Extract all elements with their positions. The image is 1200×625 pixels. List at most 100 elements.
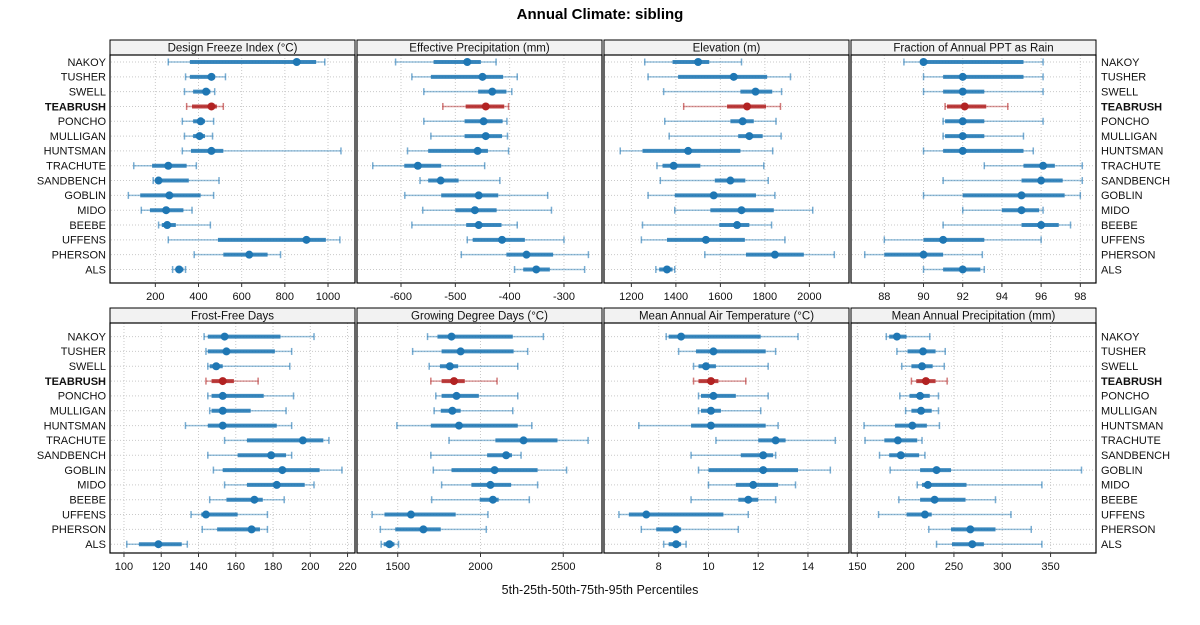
site-label-left: HUNTSMAN <box>44 420 106 432</box>
median-dot <box>751 87 760 96</box>
median-dot <box>419 525 428 534</box>
x-tick-label: 1400 <box>664 291 688 303</box>
site-label-left: MULLIGAN <box>50 406 106 418</box>
median-dot <box>701 362 710 371</box>
x-tick-label: 1000 <box>316 291 340 303</box>
median-dot <box>771 436 780 445</box>
median-dot <box>502 451 511 460</box>
x-tick-label: 2000 <box>797 291 821 303</box>
panel-title: Effective Precipitation (mm) <box>409 43 550 55</box>
site-label-right: SANDBENCH <box>1101 175 1170 187</box>
site-label-right: HUNTSMAN <box>1101 146 1163 158</box>
x-tick-label: 300 <box>993 561 1011 573</box>
panel-border <box>356 54 603 284</box>
median-dot <box>302 235 311 244</box>
median-dot <box>1037 221 1046 230</box>
site-label-left: NAKOY <box>67 331 106 343</box>
site-label-left: UFFENS <box>62 235 106 247</box>
site-label-right: HUNTSMAN <box>1101 420 1163 432</box>
median-dot <box>919 250 928 259</box>
median-dot <box>212 362 221 371</box>
median-dot <box>220 332 229 341</box>
median-dot <box>960 102 969 111</box>
site-label-right: PONCHO <box>1101 116 1150 128</box>
x-tick-label: 600 <box>232 291 250 303</box>
median-dot <box>642 510 651 519</box>
site-label-left: ALS <box>85 264 106 276</box>
median-dot <box>532 265 541 274</box>
median-dot <box>958 132 967 141</box>
median-dot <box>908 421 917 430</box>
site-label-right: PHERSON <box>1101 524 1155 536</box>
median-dot <box>450 377 459 386</box>
panel-border <box>603 54 850 284</box>
panel-title: Frost-Free Days <box>191 311 274 323</box>
x-tick-label: 200 <box>301 561 319 573</box>
site-label-left: PHERSON <box>52 249 106 261</box>
site-label-right: TRACHUTE <box>1101 161 1161 173</box>
site-label-left: MIDO <box>77 480 106 492</box>
x-tick-label: 100 <box>115 561 133 573</box>
median-dot <box>932 466 941 475</box>
median-dot <box>920 510 929 519</box>
median-dot <box>669 161 678 170</box>
x-tick-label: 2000 <box>468 561 492 573</box>
median-dot <box>706 377 715 386</box>
x-tick-label: 10 <box>702 561 714 573</box>
panel-border <box>109 322 356 554</box>
site-label-right: UFFENS <box>1101 235 1145 247</box>
median-dot <box>892 332 901 341</box>
median-dot <box>175 265 184 274</box>
site-label-left: TEABRUSH <box>45 101 106 113</box>
panel-title: Fraction of Annual PPT as Rain <box>893 43 1053 55</box>
median-dot <box>930 495 939 504</box>
site-label-left: TUSHER <box>61 346 106 358</box>
median-dot <box>896 451 905 460</box>
site-label-left: TRACHUTE <box>46 435 106 447</box>
median-dot <box>486 480 495 489</box>
median-dot <box>1017 206 1026 215</box>
median-dot <box>196 117 205 126</box>
median-dot <box>478 72 487 81</box>
site-label-left: NAKOY <box>67 57 106 69</box>
median-dot <box>470 206 479 215</box>
site-label-left: GOBLIN <box>64 465 106 477</box>
median-dot <box>958 146 967 155</box>
x-tick-label: 180 <box>264 561 282 573</box>
median-dot <box>1039 161 1048 170</box>
x-tick-label: 350 <box>1041 561 1059 573</box>
site-label-right: TUSHER <box>1101 72 1146 84</box>
x-tick-label: 220 <box>338 561 356 573</box>
x-tick-label: 92 <box>957 291 969 303</box>
median-dot <box>207 72 216 81</box>
site-label-left: MULLIGAN <box>50 131 106 143</box>
site-label-left: MIDO <box>77 205 106 217</box>
median-dot <box>218 391 227 400</box>
site-label-left: HUNTSMAN <box>44 146 106 158</box>
site-label-right: MIDO <box>1101 205 1130 217</box>
median-dot <box>706 406 715 415</box>
median-dot <box>759 466 768 475</box>
panel-title: Mean Annual Air Temperature (°C) <box>639 311 814 323</box>
median-dot <box>207 146 216 155</box>
median-dot <box>662 265 671 274</box>
median-dot <box>164 161 173 170</box>
median-dot <box>672 540 681 549</box>
panel-border <box>850 322 1097 554</box>
x-tick-label: 120 <box>152 561 170 573</box>
median-dot <box>474 191 483 200</box>
median-dot <box>250 495 259 504</box>
panel-title: Mean Annual Precipitation (mm) <box>892 311 1056 323</box>
x-tick-label: 800 <box>276 291 294 303</box>
figure-title: Annual Climate: sibling <box>516 6 684 23</box>
median-dot <box>519 436 528 445</box>
x-tick-label: -600 <box>390 291 412 303</box>
median-dot <box>488 87 497 96</box>
percentiles-caption: 5th-25th-50th-75th-95th Percentiles <box>501 583 699 597</box>
site-label-right: ALS <box>1101 539 1122 551</box>
site-label-right: TEABRUSH <box>1101 101 1162 113</box>
median-dot <box>218 421 227 430</box>
site-label-right: MIDO <box>1101 480 1130 492</box>
median-dot <box>701 235 710 244</box>
